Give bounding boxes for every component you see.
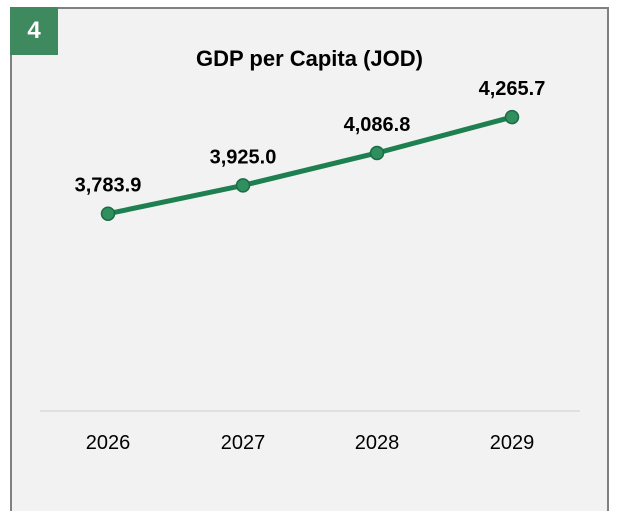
data-label-2029: 4,265.7 [479, 78, 546, 100]
data-label-2027: 3,925.0 [210, 146, 277, 168]
data-label-2028: 4,086.8 [344, 114, 411, 136]
chart-title: GDP per Capita (JOD) [196, 46, 423, 71]
x-tick-label-2026: 2026 [86, 432, 131, 454]
series-line [107, 114, 513, 217]
x-tick-label-2027: 2027 [221, 432, 266, 454]
chart-panel [10, 7, 609, 511]
chart-number-badge: 4 [10, 7, 58, 55]
data-point-2029 [504, 109, 520, 125]
data-point-2028 [369, 145, 385, 161]
data-label-2026: 3,783.9 [75, 175, 142, 197]
data-point-2027 [235, 178, 251, 193]
x-tick-label-2029: 2029 [490, 432, 535, 454]
data-point-2026 [100, 206, 116, 221]
x-tick-label-2028: 2028 [355, 432, 400, 454]
